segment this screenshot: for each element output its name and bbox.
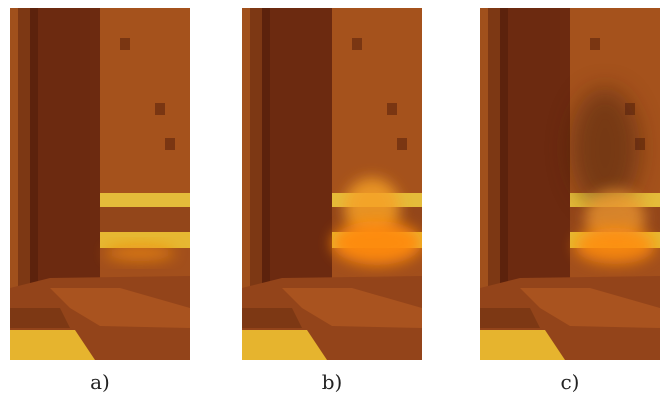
render-b — [242, 8, 422, 360]
figure: a) b) c) (() => { const data = JSON.pars… — [0, 0, 660, 407]
caption: a) — [10, 370, 190, 394]
render-c — [480, 8, 660, 360]
caption: c) — [480, 370, 660, 394]
caption: b) — [242, 370, 422, 394]
render-a — [10, 8, 190, 360]
